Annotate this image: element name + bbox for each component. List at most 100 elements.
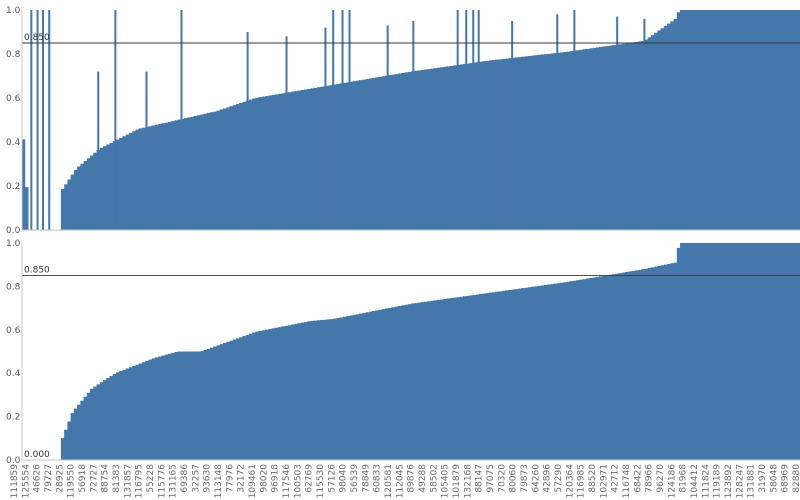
x-tick-label: 119189 [713, 464, 723, 499]
x-tick-label: 57126 [327, 464, 337, 493]
x-tick-label: 120364 [565, 464, 575, 499]
x-tick-label: 81383 [112, 464, 122, 493]
x-tick-label: 80060 [509, 464, 519, 493]
y-tick-label: 0.4 [6, 369, 21, 379]
x-tick-label: 88520 [588, 464, 598, 493]
x-tick-label: 101879 [452, 464, 462, 499]
y-tick-label: 0.4 [6, 138, 21, 148]
x-tick-label: 88147 [475, 464, 485, 493]
bar-spike [472, 10, 475, 230]
x-tick-label: 72727 [89, 464, 99, 493]
x-tick-label: 96270 [656, 464, 666, 493]
bar-spike [114, 10, 117, 230]
bar-spike [341, 10, 344, 230]
bar-spike [477, 10, 480, 230]
x-tick-label: 68422 [633, 464, 643, 493]
x-tick-label: 69386 [180, 464, 190, 493]
reference-line-label: 0.000 [24, 450, 50, 460]
bar-spike [556, 14, 559, 231]
x-tick-label: 112045 [395, 464, 405, 498]
x-tick-label: 113148 [214, 464, 224, 499]
x-tick-label: 77976 [225, 464, 235, 493]
bar-spike [246, 32, 249, 230]
bar-spike [180, 10, 183, 230]
x-tick-label: 119550 [67, 464, 77, 499]
y-tick-label: 0.0 [6, 226, 21, 236]
x-tick-label: 58502 [429, 464, 439, 493]
x-tick-label: 78849 [361, 464, 371, 493]
x-tick-label: 116795 [135, 464, 145, 498]
x-tick-label: 89876 [407, 464, 417, 493]
x-tick-label: 131881 [747, 464, 757, 498]
bar-spike [97, 71, 100, 230]
y-tick-label: 0.0 [6, 456, 21, 466]
x-tick-label: 96918 [271, 464, 281, 493]
bar-spike [348, 10, 351, 230]
x-tick-label: 105405 [441, 464, 451, 498]
x-tick-label: 57290 [554, 464, 564, 493]
bar-area [22, 10, 800, 230]
x-tick-label: 100503 [293, 464, 303, 498]
x-tick-label: 42896 [543, 464, 553, 493]
x-tick-label: 32257 [191, 464, 201, 493]
x-tick-label: 56918 [78, 464, 88, 493]
x-tick-label: 104412 [690, 464, 700, 498]
y-tick-label: 0.2 [6, 182, 20, 192]
y-tick-label: 1.0 [6, 6, 21, 16]
y-tick-label: 0.8 [6, 282, 21, 292]
chart-panel-bottom: 0.0 0.2 0.4 0.6 0.8 1.0 0.850 0.000 111859 125554… [6, 239, 800, 498]
bar-spike [511, 21, 514, 230]
bar-spike [616, 16, 619, 230]
x-tick-label: 116748 [622, 464, 632, 499]
bar-spike [465, 10, 468, 230]
x-tick-label: 60833 [373, 464, 383, 493]
bar-spike [48, 10, 51, 230]
bar-spike [386, 25, 389, 231]
x-tick-label: 81968 [679, 464, 689, 493]
x-tick-label: 62769 [305, 464, 315, 493]
x-tick-label: 46626 [33, 464, 43, 493]
bar-spike [145, 71, 148, 230]
x-tick-label: 128247 [735, 464, 745, 498]
x-tick-label: 123892 [724, 464, 734, 498]
x-tick-label: 32172 [237, 464, 247, 493]
x-tick-label: 70320 [497, 464, 507, 493]
x-tick-label: 82880 [792, 464, 800, 493]
bar-spike [643, 18, 646, 230]
chart-panel-top: 0.0 0.2 0.4 0.6 0.8 1.0 0.850 [6, 6, 800, 236]
x-tick-label: 109461 [248, 464, 258, 498]
x-tick-label: 28925 [55, 464, 65, 493]
reference-line-label: 0.850 [24, 266, 50, 276]
x-tick-label: 64260 [531, 464, 541, 493]
y-tick-label: 0.6 [6, 94, 21, 104]
x-tick-label: 98040 [339, 464, 349, 493]
x-tick-label: 31970 [758, 464, 768, 493]
x-tick-label: 42712 [611, 464, 621, 493]
bar-spike [332, 10, 335, 230]
y-tick-label: 0.8 [6, 50, 21, 60]
x-tick-label: 115530 [316, 464, 326, 499]
x-tick-label: 111824 [701, 464, 711, 499]
x-tick-label: 93630 [203, 464, 213, 493]
bar-spike [30, 10, 33, 230]
x-tick-label: 115776 [157, 464, 167, 499]
bar-spike [412, 21, 415, 230]
x-tick-label: 124186 [667, 464, 677, 499]
x-tick-label: 102971 [599, 464, 609, 498]
x-tick-label: 117546 [282, 464, 292, 499]
x-tick-label: 88754 [101, 464, 111, 493]
bar-spike [36, 10, 39, 230]
x-tick-label: 98020 [259, 464, 269, 493]
bar-area [22, 243, 800, 460]
x-tick-label: 97075 [486, 464, 496, 493]
x-tick-label: 131857 [123, 464, 133, 498]
x-tick-label: 68969 [781, 464, 791, 493]
bar-spike [456, 10, 459, 230]
x-tick-label: 79727 [44, 464, 54, 493]
x-tick-label: 132168 [463, 464, 473, 499]
x-tick-label: 131165 [169, 464, 179, 498]
x-tick-label: 78966 [645, 464, 655, 493]
x-tick-label: 125554 [21, 464, 31, 499]
x-tick-label: 120581 [384, 464, 394, 498]
